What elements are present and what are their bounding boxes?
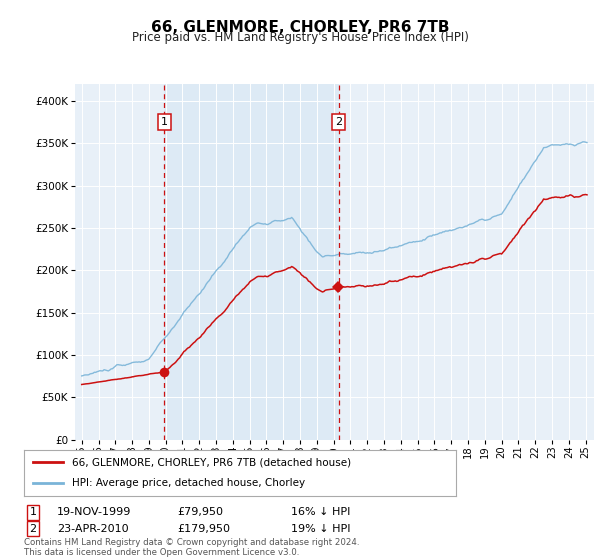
Text: 2: 2 [29,524,37,534]
Text: 1: 1 [29,507,37,517]
Text: 2: 2 [335,117,342,127]
Text: 19-NOV-1999: 19-NOV-1999 [57,507,131,517]
Bar [164,84,338,440]
Text: 66, GLENMORE, CHORLEY, PR6 7TB (detached house): 66, GLENMORE, CHORLEY, PR6 7TB (detached… [71,457,350,467]
Text: 66, GLENMORE, CHORLEY, PR6 7TB: 66, GLENMORE, CHORLEY, PR6 7TB [151,20,449,35]
Text: 19% ↓ HPI: 19% ↓ HPI [291,524,350,534]
Text: £79,950: £79,950 [177,507,223,517]
Text: Price paid vs. HM Land Registry's House Price Index (HPI): Price paid vs. HM Land Registry's House … [131,31,469,44]
Text: HPI: Average price, detached house, Chorley: HPI: Average price, detached house, Chor… [71,478,305,488]
Text: £179,950: £179,950 [177,524,230,534]
Text: Contains HM Land Registry data © Crown copyright and database right 2024.
This d: Contains HM Land Registry data © Crown c… [24,538,359,557]
Text: 1: 1 [161,117,168,127]
Text: 16% ↓ HPI: 16% ↓ HPI [291,507,350,517]
Text: 23-APR-2010: 23-APR-2010 [57,524,128,534]
